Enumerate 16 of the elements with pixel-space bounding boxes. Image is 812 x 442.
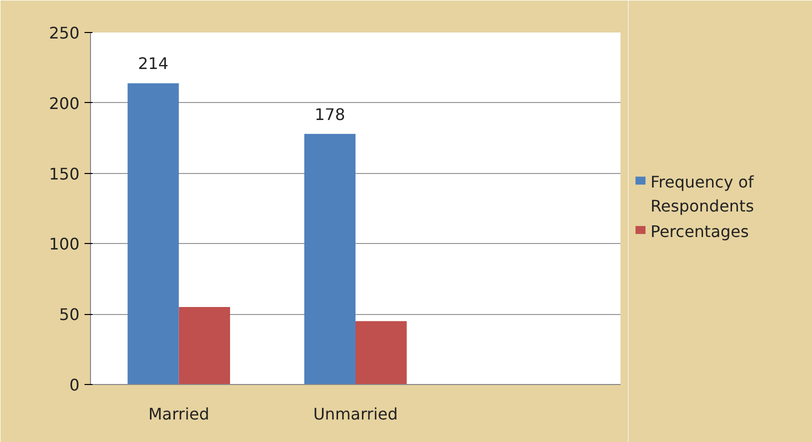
y-tick-label: 150 xyxy=(48,164,80,184)
legend-label: Frequency of Respondents xyxy=(650,172,754,216)
legend-label: Percentages xyxy=(650,222,749,242)
bar xyxy=(128,83,179,384)
y-tick-label: 50 xyxy=(59,305,80,324)
x-tick-label: Unmarried xyxy=(313,404,398,424)
bar xyxy=(178,307,230,384)
x-tick-label: Married xyxy=(148,404,210,424)
bar xyxy=(356,321,407,384)
y-tick-label: 100 xyxy=(48,234,80,254)
y-tick-label: 200 xyxy=(48,94,80,113)
y-tick-label: 0 xyxy=(69,376,80,394)
data-label: 178 xyxy=(314,104,346,124)
y-tick-label: 250 xyxy=(48,24,80,42)
data-label: 214 xyxy=(138,54,168,74)
bar xyxy=(304,134,356,384)
